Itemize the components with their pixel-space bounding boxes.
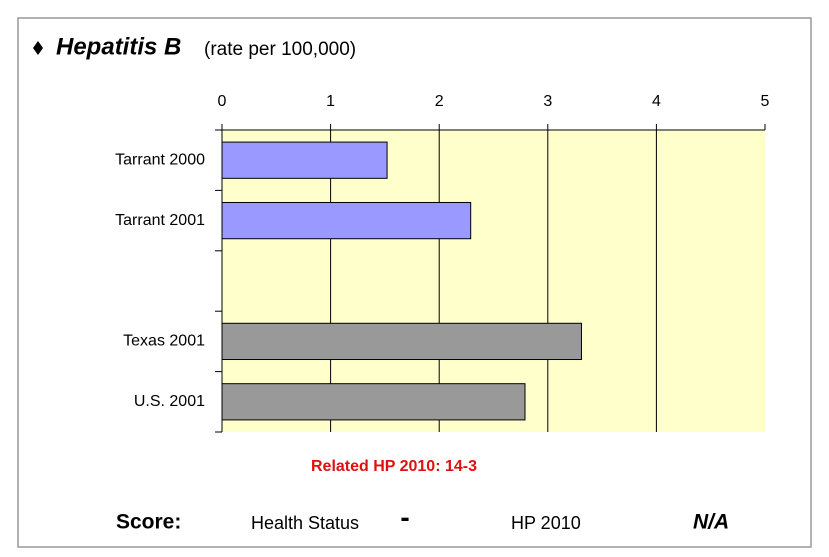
y-tick-label: U.S. 2001 (134, 393, 205, 410)
x-tick-label: 0 (218, 93, 227, 110)
bar (221, 141, 388, 179)
x-tick-label: 3 (543, 93, 552, 110)
y-tick-label: Tarrant 2000 (115, 151, 205, 168)
x-tick-label: 5 (761, 93, 770, 110)
y-tick-label: Tarrant 2001 (115, 212, 205, 229)
x-tick-label: 4 (652, 93, 661, 110)
y-tick-label: Texas 2001 (123, 333, 205, 350)
bullet (33, 41, 43, 55)
bar (221, 201, 472, 240)
x-tick-label: 2 (435, 93, 444, 110)
chart-subtitle: (rate per 100,000) (204, 39, 356, 60)
health-status: Health Status (251, 513, 359, 533)
score-label: Score: (116, 511, 181, 534)
plot-area (222, 130, 765, 432)
bar (221, 383, 526, 421)
hp-label: HP 2010 (511, 513, 581, 533)
bar (221, 322, 582, 361)
hp-value: N/A (693, 511, 729, 534)
x-tick-label: 1 (326, 93, 335, 110)
health-status-value: - (400, 501, 409, 532)
chart-title: Hepatitis B (56, 33, 181, 60)
annotation: Related HP 2010: 14-3 (311, 458, 477, 475)
